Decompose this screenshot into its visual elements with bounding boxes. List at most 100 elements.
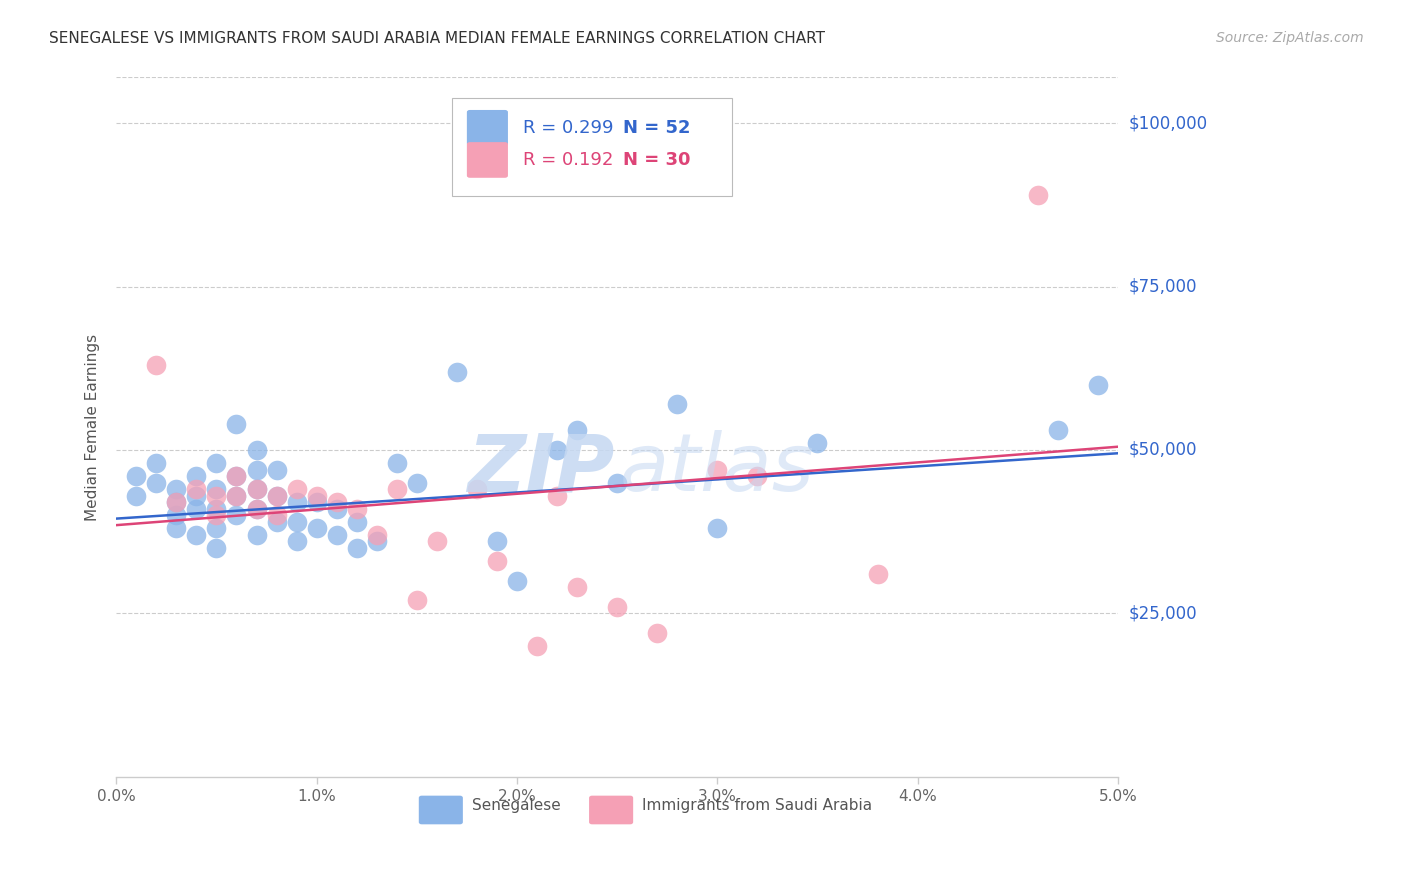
Point xyxy=(205,501,228,516)
Point xyxy=(266,508,288,523)
FancyBboxPatch shape xyxy=(419,796,463,824)
Point xyxy=(225,489,247,503)
Point xyxy=(125,489,148,503)
Point xyxy=(145,358,167,372)
Point xyxy=(305,489,328,503)
Point xyxy=(205,482,228,496)
Point xyxy=(346,501,368,516)
Point xyxy=(285,515,308,529)
Point xyxy=(1026,188,1049,202)
Y-axis label: Median Female Earnings: Median Female Earnings xyxy=(86,334,100,521)
Point xyxy=(205,489,228,503)
Point xyxy=(426,534,449,549)
Point xyxy=(225,508,247,523)
Point xyxy=(266,462,288,476)
Point xyxy=(385,456,408,470)
Point xyxy=(145,475,167,490)
Point xyxy=(866,567,889,582)
Point xyxy=(747,469,769,483)
Point xyxy=(405,593,427,607)
Point xyxy=(346,541,368,555)
Point xyxy=(506,574,529,588)
Point xyxy=(186,482,208,496)
Text: $75,000: $75,000 xyxy=(1129,277,1198,295)
Text: Senegalese: Senegalese xyxy=(472,797,561,813)
Point xyxy=(266,489,288,503)
Point xyxy=(245,501,267,516)
Point xyxy=(165,482,187,496)
Point xyxy=(526,639,548,653)
Point xyxy=(225,469,247,483)
Point xyxy=(546,489,568,503)
Point xyxy=(186,501,208,516)
Point xyxy=(325,501,347,516)
Point xyxy=(565,580,588,594)
Text: $25,000: $25,000 xyxy=(1129,605,1198,623)
Text: $50,000: $50,000 xyxy=(1129,441,1198,459)
Point xyxy=(305,521,328,535)
Text: N = 52: N = 52 xyxy=(623,119,690,136)
Point xyxy=(165,495,187,509)
Point xyxy=(1087,377,1109,392)
Point xyxy=(245,501,267,516)
Point xyxy=(205,508,228,523)
Text: ZIP: ZIP xyxy=(467,430,614,508)
Point xyxy=(125,469,148,483)
Point xyxy=(266,515,288,529)
Point xyxy=(485,554,508,568)
Point xyxy=(186,489,208,503)
Point xyxy=(186,469,208,483)
Point xyxy=(706,521,728,535)
Point xyxy=(245,442,267,457)
Point xyxy=(285,482,308,496)
Point xyxy=(806,436,828,450)
Text: atlas: atlas xyxy=(620,430,815,508)
FancyBboxPatch shape xyxy=(467,142,508,178)
Point xyxy=(305,495,328,509)
Point xyxy=(186,528,208,542)
Point xyxy=(145,456,167,470)
Point xyxy=(606,475,628,490)
Text: N = 30: N = 30 xyxy=(623,151,690,169)
Point xyxy=(165,508,187,523)
Point xyxy=(245,528,267,542)
Point xyxy=(325,528,347,542)
Point xyxy=(205,541,228,555)
Point xyxy=(706,462,728,476)
Point xyxy=(285,534,308,549)
FancyBboxPatch shape xyxy=(467,110,508,145)
Point xyxy=(666,397,689,411)
Point xyxy=(325,495,347,509)
Point xyxy=(366,528,388,542)
Point xyxy=(285,495,308,509)
Point xyxy=(165,521,187,535)
Point xyxy=(346,515,368,529)
Point xyxy=(225,489,247,503)
Point xyxy=(565,423,588,437)
Point xyxy=(645,626,668,640)
Point xyxy=(245,482,267,496)
Text: R = 0.192: R = 0.192 xyxy=(523,151,613,169)
Point xyxy=(245,462,267,476)
Text: Immigrants from Saudi Arabia: Immigrants from Saudi Arabia xyxy=(643,797,872,813)
Point xyxy=(205,521,228,535)
Point xyxy=(485,534,508,549)
Point xyxy=(245,482,267,496)
Point xyxy=(546,442,568,457)
Point xyxy=(266,489,288,503)
FancyBboxPatch shape xyxy=(589,796,633,824)
Point xyxy=(446,365,468,379)
Point xyxy=(165,495,187,509)
Point xyxy=(606,599,628,614)
Point xyxy=(385,482,408,496)
Point xyxy=(205,456,228,470)
Point xyxy=(405,475,427,490)
Point xyxy=(225,417,247,431)
Text: R = 0.299: R = 0.299 xyxy=(523,119,613,136)
Text: SENEGALESE VS IMMIGRANTS FROM SAUDI ARABIA MEDIAN FEMALE EARNINGS CORRELATION CH: SENEGALESE VS IMMIGRANTS FROM SAUDI ARAB… xyxy=(49,31,825,46)
Point xyxy=(366,534,388,549)
FancyBboxPatch shape xyxy=(451,98,733,196)
Text: $100,000: $100,000 xyxy=(1129,114,1208,132)
Point xyxy=(1046,423,1069,437)
Point xyxy=(225,469,247,483)
